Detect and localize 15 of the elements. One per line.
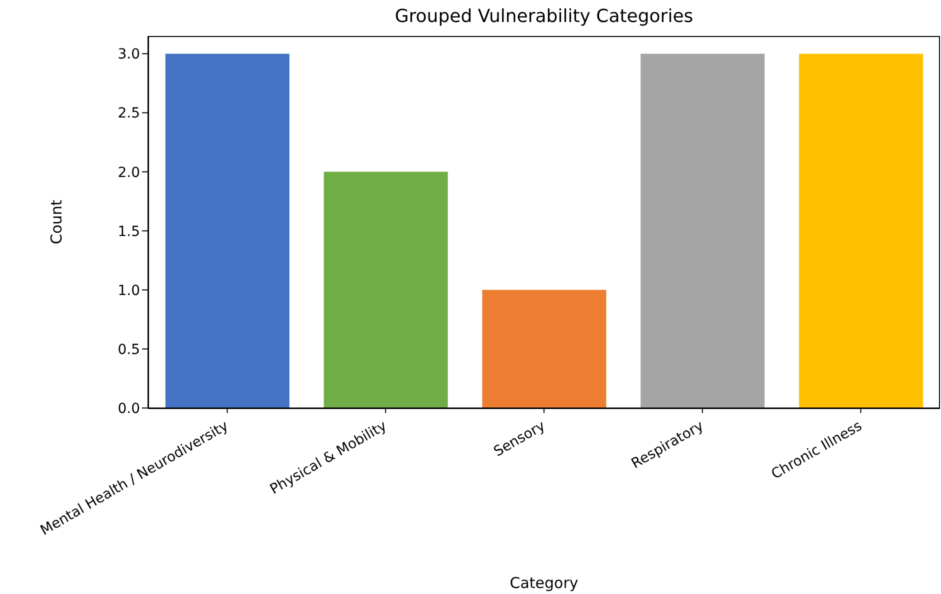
y-tick-label: 0.0 bbox=[118, 400, 140, 417]
chart-title: Grouped Vulnerability Categories bbox=[394, 6, 694, 27]
y-tick-label: 1.5 bbox=[118, 224, 140, 240]
bar bbox=[640, 54, 765, 408]
y-tick-label: 1.0 bbox=[118, 282, 140, 299]
bar bbox=[165, 54, 290, 408]
y-tick-label: 2.5 bbox=[118, 106, 140, 122]
bar bbox=[482, 290, 606, 408]
bar bbox=[799, 54, 924, 408]
y-tick-label: 2.0 bbox=[118, 164, 140, 181]
y-tick-label: 3.0 bbox=[118, 46, 140, 63]
x-axis-title: Category bbox=[510, 574, 578, 592]
y-axis-title: Count bbox=[47, 200, 66, 244]
bar bbox=[324, 172, 448, 408]
y-tick-label: 0.5 bbox=[118, 342, 140, 358]
